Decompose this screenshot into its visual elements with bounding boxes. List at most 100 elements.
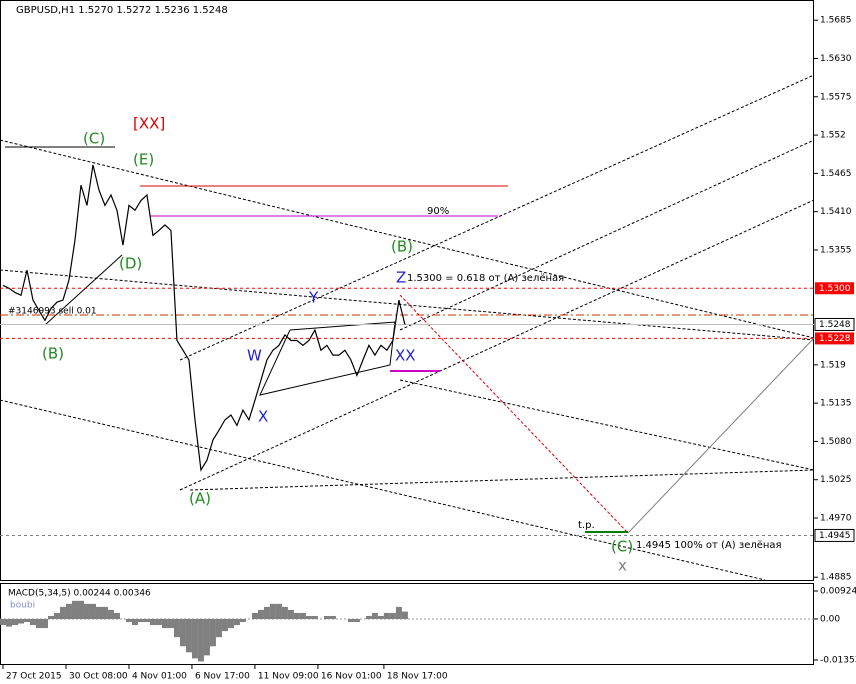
histogram-bar (131, 619, 138, 626)
histogram-bar (269, 603, 276, 619)
macd-subtitle: boubi (10, 601, 35, 611)
annotation: XX (395, 347, 416, 365)
histogram-bar (275, 603, 282, 619)
histogram-bar (263, 606, 270, 619)
histogram-bar (371, 612, 378, 619)
histogram-bar (215, 619, 222, 638)
annotation: x (618, 557, 627, 575)
histogram-bar (59, 606, 66, 619)
histogram-bar (113, 612, 120, 619)
histogram-bar (257, 609, 264, 619)
histogram-bar (185, 619, 192, 653)
x-tick-label: 27 Oct 2015 (6, 672, 62, 682)
histogram-bar (53, 612, 60, 619)
histogram-bar (209, 619, 216, 647)
y-tick-label: -0.01353 (820, 656, 856, 666)
histogram-bar (167, 619, 174, 629)
y-tick-label: 1.5080 (820, 437, 852, 447)
annotation: (C) (611, 538, 633, 556)
histogram-bar (71, 600, 78, 619)
histogram-bar (191, 619, 198, 659)
histogram-bar (161, 619, 168, 629)
price-label-box (815, 332, 854, 345)
histogram-bar (239, 619, 246, 623)
annotation: [XX] (133, 115, 165, 133)
histogram-bar (179, 619, 186, 647)
x-tick-label: 4 Nov 01:00 (132, 672, 187, 682)
y-tick-label: 0.00924 (820, 587, 856, 597)
histogram-bar (293, 612, 300, 619)
histogram-bar (77, 600, 84, 619)
x-tick-label: 16 Nov 01:00 (321, 672, 382, 682)
histogram-bar (365, 615, 372, 619)
histogram-bar (65, 603, 72, 619)
trend-line (189, 469, 815, 491)
annotation: (A) (189, 490, 211, 508)
histogram-bar (377, 615, 384, 619)
trend-line (0, 399, 766, 581)
histogram-bar (23, 619, 30, 623)
histogram-bar (107, 609, 114, 619)
y-tick-label: 1.4970 (820, 514, 852, 524)
histogram-bar (395, 606, 402, 619)
price-label-box (814, 317, 855, 331)
histogram-bar (101, 606, 108, 619)
histogram-bar (227, 619, 234, 629)
price-line (2, 164, 406, 472)
histogram-bar (323, 615, 330, 619)
histogram-bar (83, 603, 90, 619)
histogram-bar (35, 619, 42, 629)
histogram-bar (137, 619, 144, 623)
histogram-bar (173, 619, 180, 638)
histogram-bar (155, 619, 162, 626)
histogram-bar (347, 619, 354, 623)
x-tick-label: 18 Nov 17:00 (387, 672, 448, 682)
y-tick-label: 0.00 (820, 615, 840, 625)
histogram-bar (251, 612, 258, 619)
price-label: 1.5228 (819, 334, 851, 344)
annotation: 90% (427, 206, 449, 217)
trend-line (0, 269, 815, 341)
histogram-bar (221, 619, 228, 632)
main-pane (0, 0, 814, 581)
projection-line (399, 294, 629, 534)
annotation: W (247, 347, 262, 365)
annotation: Y (308, 289, 319, 307)
x-tick-label: 11 Nov 09:00 (258, 672, 319, 682)
price-label: 1.5300 (819, 284, 851, 294)
annotation: #3146993 sell 0.01 (8, 307, 97, 317)
trend-line (44, 254, 123, 326)
histogram-bar (11, 619, 18, 626)
histogram-bar (17, 619, 24, 624)
y-tick-label: 1.5630 (820, 54, 852, 64)
annotation: t.p. (578, 520, 595, 531)
macd-title: MACD(5,34,5) 0.00244 0.00346 (8, 589, 151, 599)
histogram-bar (389, 612, 396, 619)
histogram-bar (125, 619, 132, 623)
histogram-bar (401, 611, 408, 619)
annotation: Z (396, 269, 406, 287)
y-tick-label: 1.519 (820, 360, 846, 370)
trend-line (399, 139, 815, 331)
y-tick-label: 1.5465 (820, 169, 852, 179)
histogram-bar (149, 619, 156, 626)
y-tick-label: 1.5575 (820, 92, 852, 102)
x-tick-label: 30 Oct 08:00 (69, 672, 128, 682)
drawings (0, 74, 815, 581)
histogram-bar (233, 619, 240, 626)
histogram-bar (143, 619, 150, 623)
histogram-bar (353, 619, 360, 623)
annotation: X (258, 408, 268, 426)
y-tick-label: 1.5355 (820, 245, 852, 255)
histogram-bar (47, 615, 54, 619)
price-label-box (814, 528, 855, 542)
annotation: 1.5300 = 0.618 от (A) зелёная (407, 273, 564, 284)
histogram-bar (89, 603, 96, 619)
trend-line (179, 199, 815, 491)
histogram-bar (287, 609, 294, 619)
histogram-bar (203, 619, 210, 656)
y-tick-label: 1.5135 (820, 399, 852, 409)
histogram-bar (0, 619, 6, 626)
annotation: (D) (119, 255, 142, 273)
histogram-bar (197, 619, 204, 662)
